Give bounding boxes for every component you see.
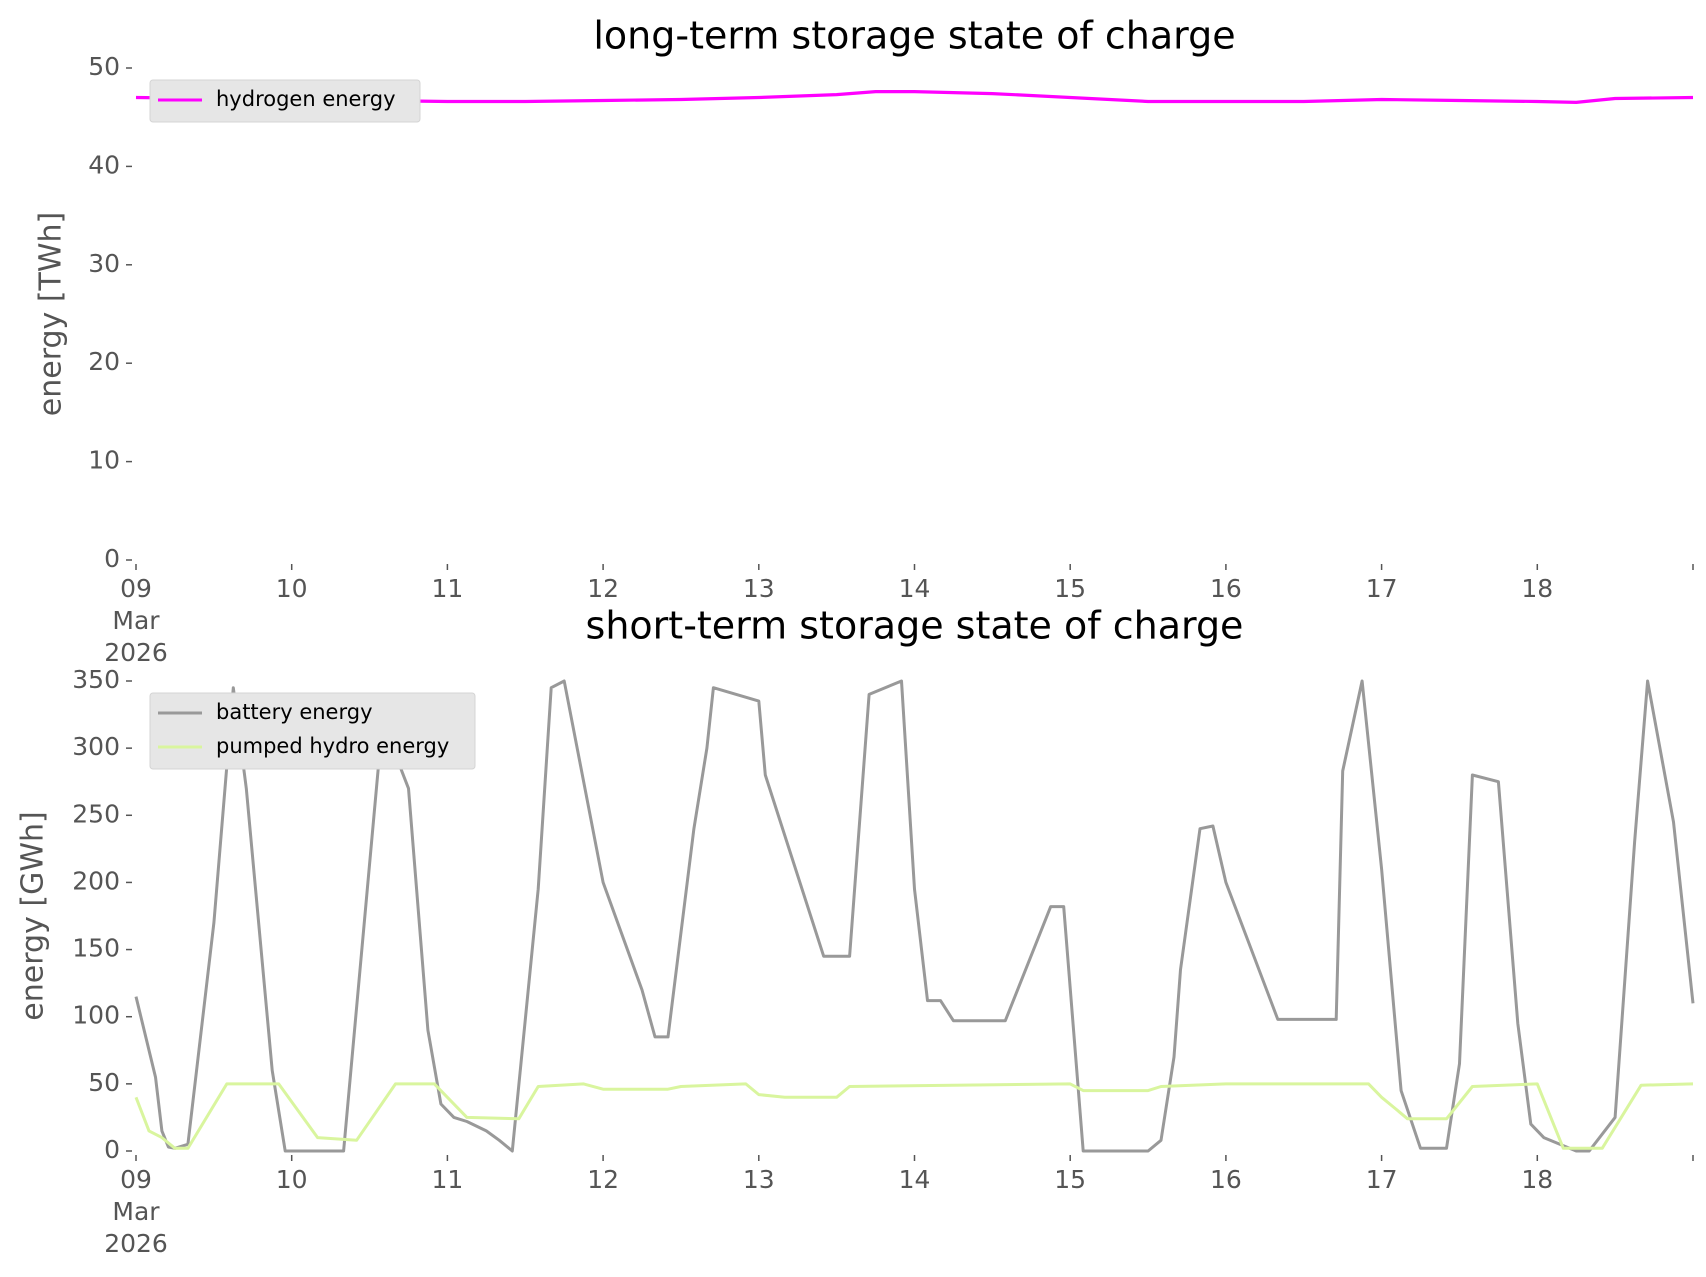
x-tick-label: 18 [1521,574,1553,603]
chart-panel-1: long-term storage state of charge energy … [34,14,1694,667]
y-tick-label: 200 [72,866,120,895]
y-tick-label: 350 [72,665,120,694]
x-tick-label: 17 [1366,574,1398,603]
y-tick-label: 10 [88,446,120,475]
y-tick-label: 150 [72,934,120,963]
legend-label: battery energy [216,700,373,724]
y-tick-label: 50 [88,52,120,81]
x-tick-label: 15 [1054,1165,1086,1194]
x-tick-label: 14 [899,1165,931,1194]
y-tick-label: 20 [88,347,120,376]
x-tick-label: 11 [431,574,463,603]
x-tick-label: 12 [587,574,619,603]
x-tick-label: 13 [743,1165,775,1194]
legend: hydrogen energy [149,79,421,123]
x-tick-label: 15 [1054,574,1086,603]
series-line-pumped-hydro-energy [134,1082,1694,1150]
x-tick-label: 10 [276,1165,308,1194]
x-tick-label: 09 Mar 2026 [104,574,168,667]
series-line-hydrogen-energy [135,89,1694,105]
x-tick-label: 16 [1210,574,1242,603]
y-tick-label: 100 [72,1001,120,1030]
y-axis-label: energy [GWh] [16,811,51,1020]
y-axis-label: energy [TWh] [34,212,69,416]
legend-label: pumped hydro energy [216,734,449,758]
x-tick-label: 11 [431,1165,463,1194]
x-tick-label: 12 [587,1165,619,1194]
y-tick-label: 0 [104,544,120,573]
chart-title: long-term storage state of charge [593,14,1235,58]
y-tick-label: 0 [104,1135,120,1164]
y-tick-label: 300 [72,732,120,761]
x-tick-label: 13 [743,574,775,603]
legend: battery energy pumped hydro energy [149,692,476,770]
legend-box [149,79,421,123]
legend-label: hydrogen energy [216,87,396,111]
x-tick-label: 14 [899,574,931,603]
chart-panel-2: short-term storage state of charge energy… [16,604,1695,1258]
y-tick-label: 40 [88,150,120,179]
x-tick-label: 18 [1521,1165,1553,1194]
legend-box [149,692,476,770]
x-tick-label: 17 [1366,1165,1398,1194]
y-tick-label: 30 [88,249,120,278]
y-tick-label: 250 [72,799,120,828]
chart-title: short-term storage state of charge [586,604,1244,648]
x-tick-label: 10 [276,574,308,603]
y-tick-label: 50 [88,1068,120,1097]
x-tick-label: 09 Mar 2026 [104,1165,168,1258]
x-tick-label: 16 [1210,1165,1242,1194]
